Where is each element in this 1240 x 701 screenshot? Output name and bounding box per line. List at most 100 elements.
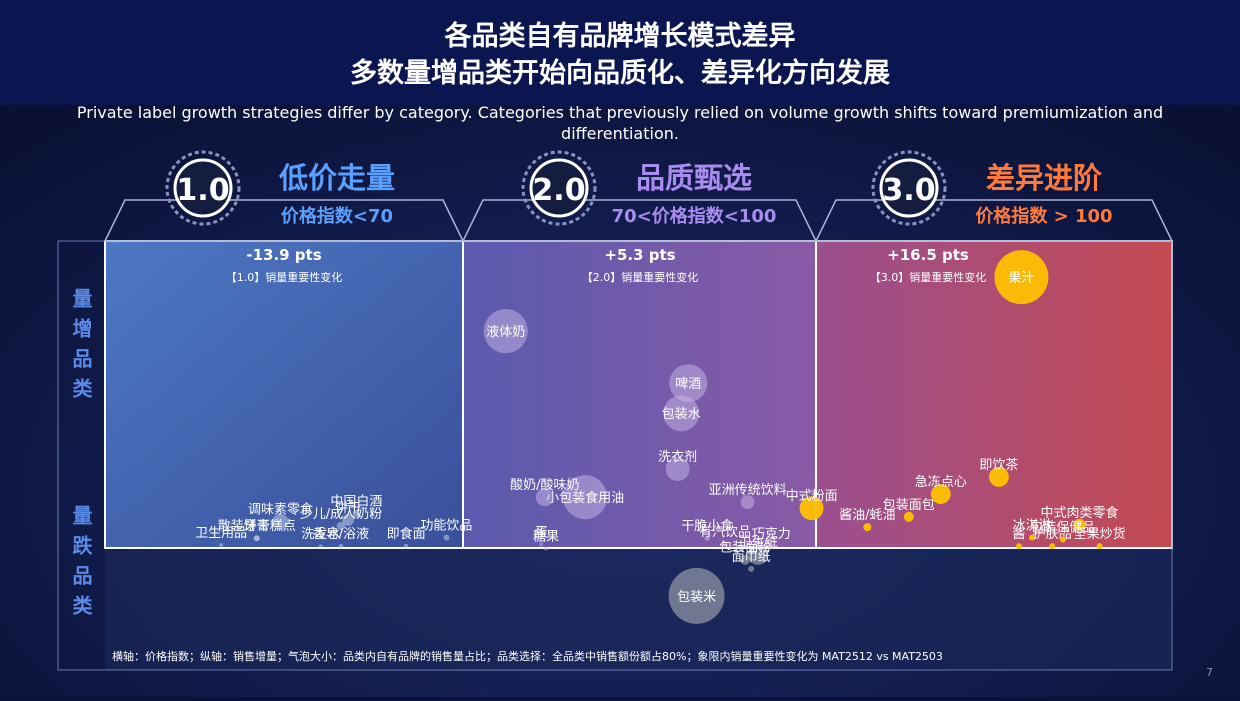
subtitle-box: Private label growth strategies differ b… [76,103,1164,143]
bubble-label: 包装保健品 [1030,520,1095,535]
bubble-label: 小包装食用油 [546,490,624,506]
bubble-label: 包装面粉 [719,541,771,556]
side-label: 量增品类 [69,288,93,408]
bubble-label: 糖果 [533,529,559,545]
bubble [544,546,548,551]
bubble [403,543,409,549]
bubble [863,523,872,532]
bubble-label: 香皂/浴液 [313,527,369,542]
bubble [483,309,528,354]
bubble-label: 急冻点心 [915,474,967,490]
frame [57,240,1173,671]
tier-note: 【2.0】销量重要性变化 [582,270,699,284]
badge [529,158,589,218]
page-number: 7 [1206,666,1213,679]
header-band [0,0,1240,105]
bubble-label: 干脆小食 [681,518,733,534]
bubble-label: 调味素零食 [248,502,313,518]
bubble [563,475,608,520]
bubble-label: 啤酒 [675,377,701,392]
bubble-label: 面巾纸 [732,550,771,565]
bubble [535,488,554,507]
bubble [799,496,824,521]
bubble [352,510,361,518]
tier-note: 【1.0】销量重要性变化 [226,270,343,284]
tier-name: 差异进阶 [986,161,1102,195]
bubble [338,543,344,549]
subtitle: Private label growth strategies differ b… [76,103,1164,143]
badge-ring [165,150,241,226]
bubble [740,495,755,510]
bubble-label: 蛋 [535,525,548,540]
bubble [704,535,710,541]
bubble [748,544,769,565]
bubble-label: 散装饼干糕点 [218,519,296,534]
bubble [668,567,725,624]
bubble-label: 有汽饮品 [699,525,751,540]
bubble-label: 亚洲传统饮料 [709,483,787,498]
badge [173,158,233,218]
badge [879,158,939,218]
bubble [1049,543,1056,550]
bubble [272,513,289,530]
bubble-label: 液体奶 [486,325,525,340]
bubble-label: 包装面包 [883,498,935,513]
bubble-label: 即饮茶 [979,457,1018,473]
bubble [1059,536,1066,543]
badge-text: 2.0 [532,173,585,208]
bubble-label: 卫生用品 [195,526,247,541]
bubble-label: 坚果炒货 [1074,526,1126,542]
side-label: 量跌品类 [69,505,93,625]
bubble [988,467,1009,487]
bubble-label: 牙膏 [244,518,270,534]
bubble [318,544,323,549]
bubble-label: 酸奶/酸味奶 [510,478,579,493]
bubble-label: 洗发水 [301,526,340,542]
footnote: 横轴：价格指数；纵轴：销售增量；气泡大小：品类内自有品牌的销售量占比；品类选择：… [112,649,943,663]
bubble-label: 酱 [1013,527,1026,542]
bubble-label: 冰淇淋 [1013,519,1052,534]
tier-name: 低价走量 [278,161,395,195]
bubble [994,250,1049,305]
bubble-label: 果汁 [1008,271,1034,286]
bubble [903,511,914,522]
bubble-label: 酱油/蚝油 [839,508,895,523]
tier-change: -13.9 pts [246,246,321,264]
tier-change: +16.5 pts [887,246,969,264]
bubble-label: 包装水 [662,407,701,422]
bubble [1073,518,1086,531]
bubble [669,364,708,403]
badge-text: 3.0 [882,173,935,208]
panel [816,241,1172,548]
bubble [1096,543,1103,550]
title: 多数量增品类开始向品质化、差异化方向发展 [350,57,890,89]
bubble [1016,543,1023,550]
bubble-label: 即食面 [387,526,426,542]
badge-ring [871,150,947,226]
bubble-label: 中式粉面 [786,489,838,504]
bubble-label: 卫生纸 [739,536,778,551]
lower-panel [105,548,1172,670]
bubble [663,395,700,432]
bubble [930,484,951,505]
bubble [722,541,728,547]
panel [463,241,816,548]
tier-condition: 价格指数<70 [281,205,393,227]
bubble [748,565,755,572]
tier-name: 品质甄选 [636,161,752,195]
bubble-label: 中国白酒 [330,494,382,510]
bubble [336,521,345,531]
title: 各品类自有品牌增长模式差异 [444,20,796,52]
bubble [740,554,751,565]
bubble-label: 中式肉类零食 [1041,505,1119,521]
bubble [342,513,355,526]
brackets [104,199,1173,242]
tier-condition: 70<价格指数<100 [612,205,777,227]
bubble-label: 少儿/成人奶粉 [300,507,382,522]
badge-ring [521,150,597,226]
bubble [253,535,260,542]
